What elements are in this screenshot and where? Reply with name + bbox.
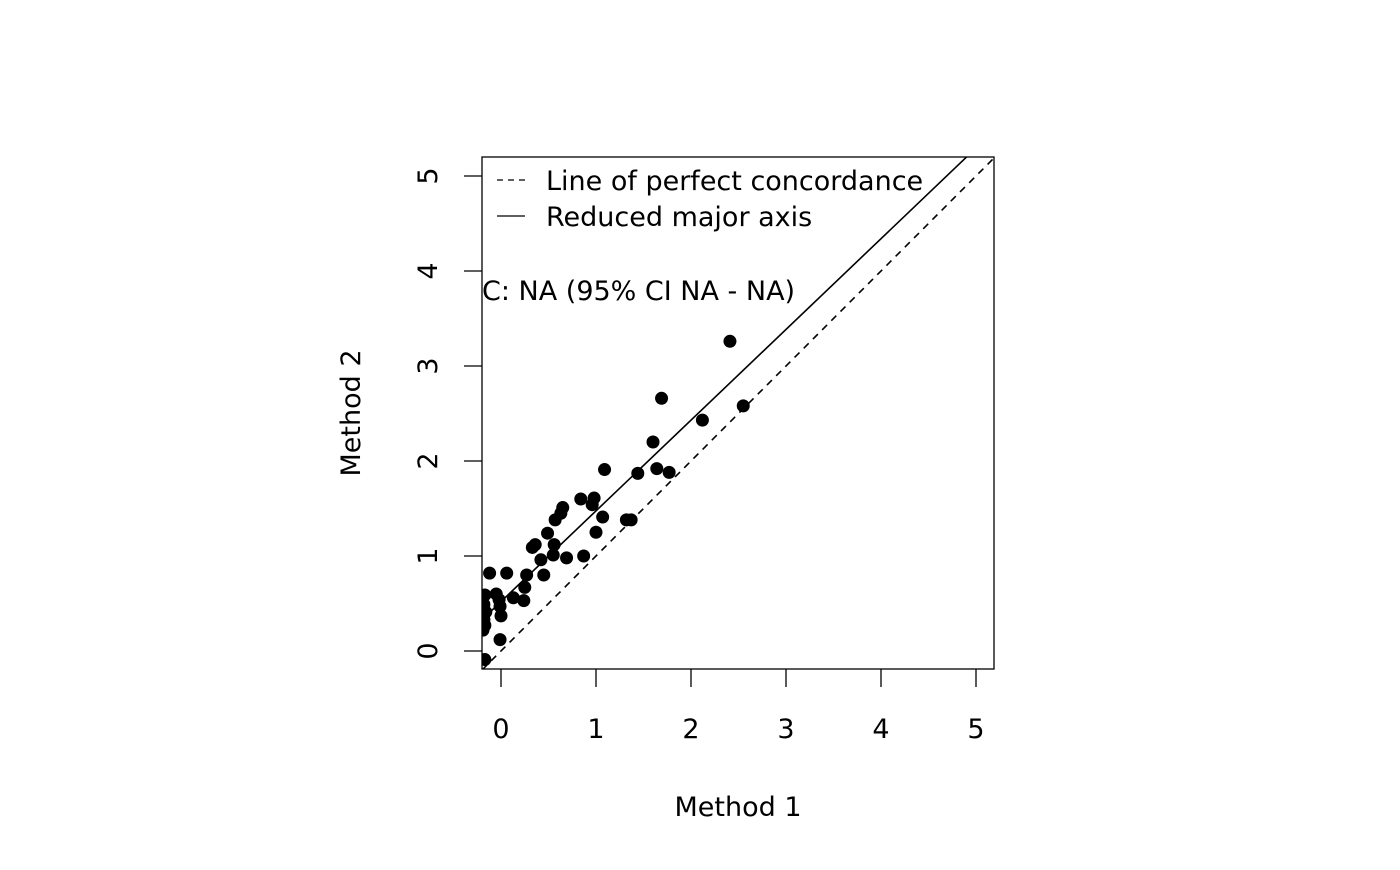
data-point	[662, 465, 676, 479]
data-point	[528, 538, 542, 552]
data-point	[520, 568, 534, 582]
data-point	[546, 548, 560, 562]
data-point	[560, 551, 574, 565]
y-tick-label: 5	[413, 167, 444, 184]
x-tick-label: 0	[492, 714, 509, 745]
data-point	[650, 462, 664, 476]
x-tick-label: 5	[967, 714, 984, 745]
data-point	[517, 594, 531, 608]
data-point	[589, 525, 603, 539]
data-point	[506, 591, 520, 605]
x-tick-label: 3	[777, 714, 794, 745]
x-tick-label: 1	[587, 714, 604, 745]
data-point	[482, 588, 492, 602]
data-point	[483, 566, 497, 580]
data-point	[547, 538, 561, 552]
reduced-major-axis-line	[482, 157, 968, 621]
x-tick-label: 4	[872, 714, 889, 745]
y-tick-label: 3	[413, 357, 444, 374]
data-point	[482, 653, 492, 667]
plot-marks	[482, 157, 994, 669]
legend-label-rma: Reduced major axis	[546, 202, 812, 233]
data-point	[500, 566, 514, 580]
axes: 0 1 2 3 4 5 0 1 2 3 4 5	[413, 167, 985, 745]
y-tick-label: 2	[413, 452, 444, 469]
data-point	[624, 513, 638, 527]
x-tick-label: 2	[682, 714, 699, 745]
data-point	[493, 633, 507, 647]
data-point	[493, 599, 507, 613]
data-point	[723, 334, 737, 348]
data-point	[587, 491, 601, 505]
legend-label-concordance: Line of perfect concordance	[546, 166, 923, 197]
data-point	[556, 501, 570, 515]
legend: Line of perfect concordance Reduced majo…	[497, 166, 923, 233]
data-point	[577, 549, 591, 563]
data-point	[736, 399, 750, 413]
data-point	[541, 526, 555, 540]
concordance-line	[482, 157, 994, 669]
data-point	[596, 510, 610, 524]
y-tick-label: 0	[413, 642, 444, 659]
data-point	[646, 435, 660, 449]
y-axis-label: Method 2	[336, 349, 367, 476]
y-tick-label: 1	[413, 547, 444, 564]
x-axis-label: Method 1	[674, 792, 801, 823]
data-point	[534, 553, 548, 567]
annotation-ccc: C: NA (95% CI NA - NA)	[482, 276, 795, 307]
data-point	[537, 568, 551, 582]
data-point	[518, 580, 532, 594]
data-point	[494, 609, 508, 623]
y-tick-label: 4	[413, 262, 444, 279]
data-point	[574, 492, 588, 506]
data-point	[695, 413, 709, 427]
data-point	[631, 466, 645, 480]
plot-frame	[481, 156, 995, 670]
data-point	[655, 391, 669, 405]
data-point	[598, 463, 612, 477]
